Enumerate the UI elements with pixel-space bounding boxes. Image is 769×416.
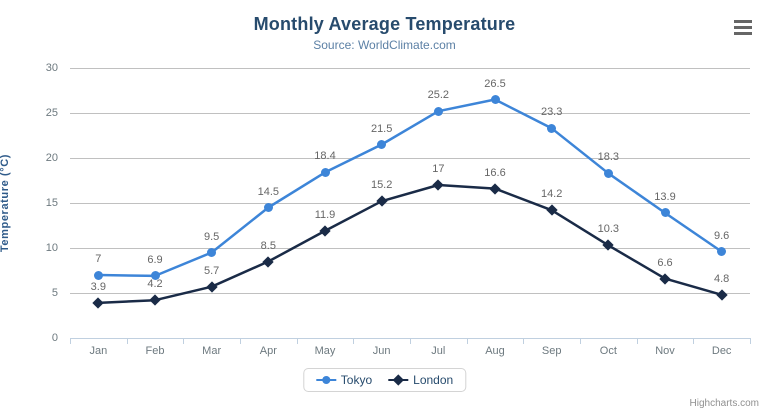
data-label: 25.2 [427,89,450,102]
data-label: 26.5 [484,77,506,90]
chart-title: Monthly Average Temperature [253,14,516,34]
hamburger-bar-3 [734,31,752,35]
y-axis-title: Temperature (°C) [0,153,12,253]
data-point-marker[interactable] [490,95,500,104]
y-axis-tick-label: 10 [45,242,58,254]
x-axis-tick [240,338,241,344]
x-axis-tick-label: Sep [541,345,562,357]
data-label: 9.6 [714,229,730,242]
data-label: 5.7 [204,264,220,277]
x-axis-tick [466,338,468,344]
x-axis-tick-label: Mar [202,345,222,357]
data-label: 13.9 [654,190,676,203]
y-axis-tick-label: 0 [51,332,58,344]
gridline [70,248,750,249]
gridline [70,203,750,204]
data-point-marker[interactable] [320,167,330,177]
data-point-marker[interactable] [207,248,217,257]
x-axis-tick [70,338,71,344]
data-label: 4.8 [714,272,730,285]
y-axis-tick-label: 15 [45,197,58,209]
series-line-london [97,183,723,305]
x-axis-tick [636,338,638,344]
y-axis-tick-label: 25 [45,107,58,119]
chart-subtitle: Source: WorldClimate.com [313,38,456,52]
data-label: 3.9 [90,280,106,293]
x-axis-tick-label: Dec [711,345,732,357]
credits-label[interactable]: Highcharts.com [689,398,759,409]
gridline [70,113,750,114]
x-axis-tick [580,338,581,344]
y-axis-tick-label: 20 [45,152,58,164]
data-label: 10.3 [597,223,620,236]
legend-item-label: Tokyo [340,373,373,387]
data-label: 18.4 [314,150,336,163]
x-axis-tick [126,338,128,344]
data-point-marker[interactable] [263,203,273,212]
data-label: 14.5 [257,185,280,198]
gridline [70,158,750,159]
legend-item-label: London [413,373,454,387]
plot-area: 7 6.9 9.5 14.5 18.4 21.5 25.2 26.5 23.3 18.3 13.9 9… [70,68,750,339]
data-label: 11.9 [314,208,336,221]
data-point-marker[interactable] [150,271,160,281]
x-axis-tick-label: Apr [259,345,277,357]
legend-symbol-icon [388,374,409,386]
x-axis-tick-label: Aug [485,345,505,357]
data-label: 8.5 [260,239,276,252]
y-axis-tick-label: 30 [45,62,58,74]
x-axis-tick-label: Jul [431,345,446,357]
hamburger-menu-icon[interactable] [731,16,755,38]
y-axis-tick-label: 5 [51,287,58,299]
data-label: 9.5 [204,230,220,243]
data-point-marker[interactable] [603,168,613,178]
x-axis-tick-label: Oct [599,345,617,357]
data-label: 14.2 [540,188,563,201]
hamburger-bar-1 [734,19,752,23]
x-axis-tick [750,338,751,344]
series-lines [97,98,723,305]
data-point-marker[interactable] [93,270,103,280]
data-label: 6.9 [147,253,163,266]
x-axis-tick [410,338,411,344]
hamburger-bar-2 [734,25,752,29]
x-axis-tick [523,338,525,344]
x-axis-tick-label: Jan [89,345,108,357]
data-label: 16.6 [484,166,506,179]
x-axis-tick-label: Jun [372,345,391,357]
data-label: 7 [95,253,102,265]
x-axis-tick-label: May [314,345,336,357]
x-axis-tick [296,338,298,344]
legend: Tokyo London [302,368,467,392]
series-line-tokyo [97,98,723,278]
data-label: 6.6 [657,256,673,269]
x-axis-tick-label: Nov [655,345,675,357]
data-point-marker[interactable] [717,247,727,257]
data-label: 4.2 [147,278,163,291]
x-axis-tick [353,338,355,344]
x-axis-tick [693,338,695,344]
data-label: 23.3 [540,106,563,119]
data-label: 15.2 [370,179,393,192]
data-point-marker[interactable] [433,106,443,116]
data-label: 21.5 [370,122,393,135]
x-axis-tick [183,338,185,344]
legend-symbol-icon [315,375,336,385]
x-axis-tick-label: Feb [145,345,165,357]
data-point-marker[interactable] [547,123,557,133]
gridline [70,293,750,294]
gridline [70,68,750,69]
data-label: 17 [432,163,445,175]
data-point-marker[interactable] [377,140,387,149]
data-point-marker[interactable] [660,208,670,218]
legend-item-london[interactable]: London [388,373,453,387]
data-label: 18.3 [597,151,620,164]
legend-item-tokyo[interactable]: Tokyo [315,373,373,387]
